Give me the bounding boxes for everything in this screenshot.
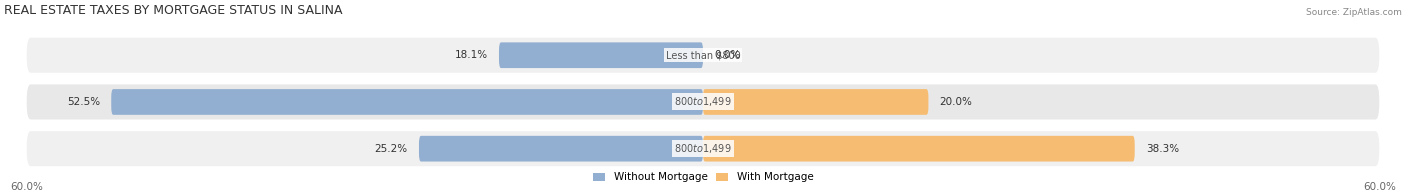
Text: 38.3%: 38.3% [1146,144,1180,154]
Text: 52.5%: 52.5% [67,97,100,107]
Text: 25.2%: 25.2% [374,144,408,154]
FancyBboxPatch shape [27,131,1379,166]
FancyBboxPatch shape [27,38,1379,73]
Text: $800 to $1,499: $800 to $1,499 [675,95,731,108]
FancyBboxPatch shape [419,136,703,162]
FancyBboxPatch shape [27,84,1379,120]
Text: 0.0%: 0.0% [714,50,741,60]
FancyBboxPatch shape [703,136,1135,162]
Text: 20.0%: 20.0% [939,97,973,107]
Text: $800 to $1,499: $800 to $1,499 [675,142,731,155]
Text: Less than $800: Less than $800 [665,50,741,60]
FancyBboxPatch shape [111,89,703,115]
Text: Source: ZipAtlas.com: Source: ZipAtlas.com [1306,8,1402,17]
FancyBboxPatch shape [499,42,703,68]
Legend: Without Mortgage, With Mortgage: Without Mortgage, With Mortgage [589,168,817,187]
Text: 18.1%: 18.1% [454,50,488,60]
FancyBboxPatch shape [703,89,928,115]
Text: REAL ESTATE TAXES BY MORTGAGE STATUS IN SALINA: REAL ESTATE TAXES BY MORTGAGE STATUS IN … [4,4,343,17]
